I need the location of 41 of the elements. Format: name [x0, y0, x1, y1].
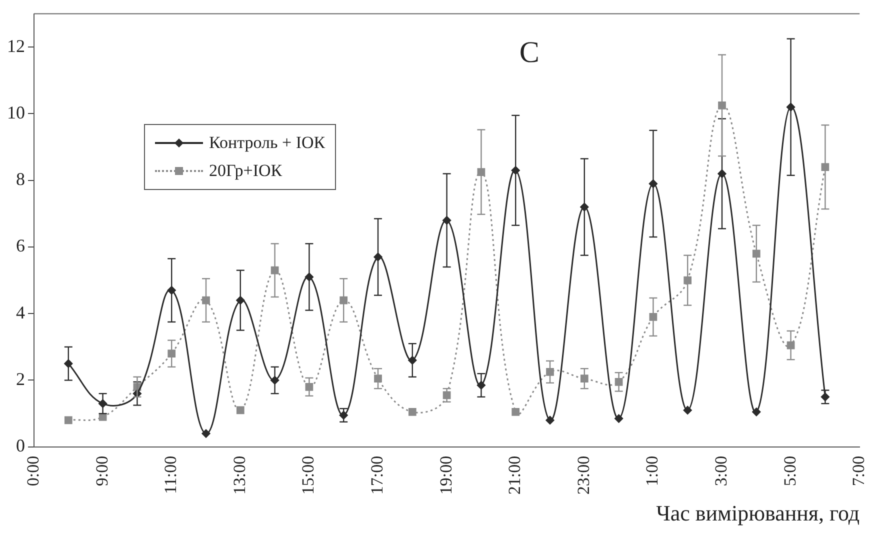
- point: [752, 408, 761, 416]
- y-tick-label: 8: [16, 169, 25, 190]
- y-tick-label: 10: [7, 102, 25, 122]
- x-tick-label: 1:00: [642, 456, 662, 486]
- point: [546, 416, 554, 424]
- x-tick-label: 11:00: [161, 456, 180, 494]
- y-tick-label: 2: [16, 368, 25, 389]
- point: [683, 406, 692, 414]
- x-tick-label: 0:00: [23, 456, 42, 486]
- point: [752, 250, 760, 258]
- point: [512, 408, 520, 416]
- point: [98, 412, 107, 421]
- x-tick-label: 9:00: [92, 456, 112, 486]
- x-tick-label: 23:00: [574, 456, 593, 495]
- point: [374, 374, 382, 383]
- point: [580, 374, 588, 383]
- point: [374, 252, 382, 262]
- point: [408, 408, 416, 416]
- point: [614, 414, 624, 423]
- x-tick-label: 17:00: [367, 456, 386, 495]
- legend-label: Контроль + ІОК: [209, 132, 326, 153]
- point: [64, 416, 72, 424]
- y-tick-label: 0: [16, 436, 25, 456]
- x-tick-label: 19:00: [436, 456, 456, 495]
- point: [718, 101, 726, 110]
- point: [202, 429, 210, 438]
- point: [168, 350, 176, 358]
- x-axis-title: Час вимірювання, год: [656, 500, 860, 526]
- annotation: C: [519, 36, 540, 69]
- x-tick-label: 15:00: [298, 456, 318, 495]
- x-tick-label: 5:00: [780, 456, 800, 486]
- x-tick-label: 7:00: [849, 456, 868, 486]
- x-tick-label: 3:00: [711, 456, 730, 486]
- x-tick-label: 21:00: [505, 456, 524, 495]
- legend-label: 20Гр+ІОК: [209, 160, 282, 181]
- point: [236, 406, 244, 414]
- y-tick-label: 6: [16, 236, 25, 256]
- y-tick-label: 4: [16, 302, 25, 322]
- point: [546, 368, 554, 376]
- y-tick-label: 12: [7, 36, 25, 56]
- x-tick-label: 13:00: [230, 456, 249, 495]
